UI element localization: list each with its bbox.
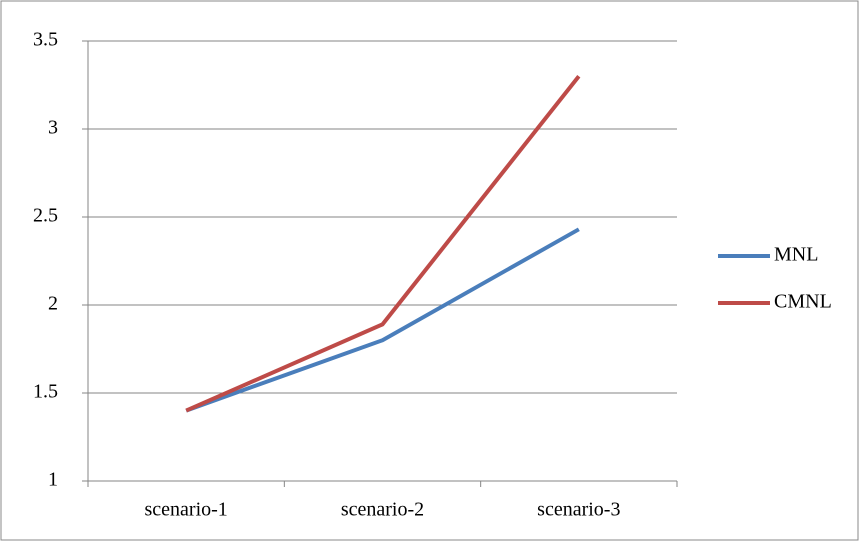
y-tick-label: 3 bbox=[48, 117, 58, 139]
y-tick-label: 1.5 bbox=[33, 381, 58, 403]
legend-label: CMNL bbox=[774, 291, 832, 313]
series-line bbox=[185, 74, 581, 413]
y-tick-label: 2 bbox=[48, 293, 58, 315]
x-tick-label: scenario-3 bbox=[537, 499, 620, 521]
y-tick-label: 2.5 bbox=[33, 205, 58, 227]
x-tick-label: scenario-2 bbox=[341, 499, 424, 521]
x-tick-label: scenario-1 bbox=[145, 499, 228, 521]
y-tick-label: 3.5 bbox=[33, 29, 58, 51]
y-tick-label: 1 bbox=[48, 469, 58, 491]
legend-label: MNL bbox=[774, 244, 818, 266]
series-line bbox=[185, 227, 580, 413]
